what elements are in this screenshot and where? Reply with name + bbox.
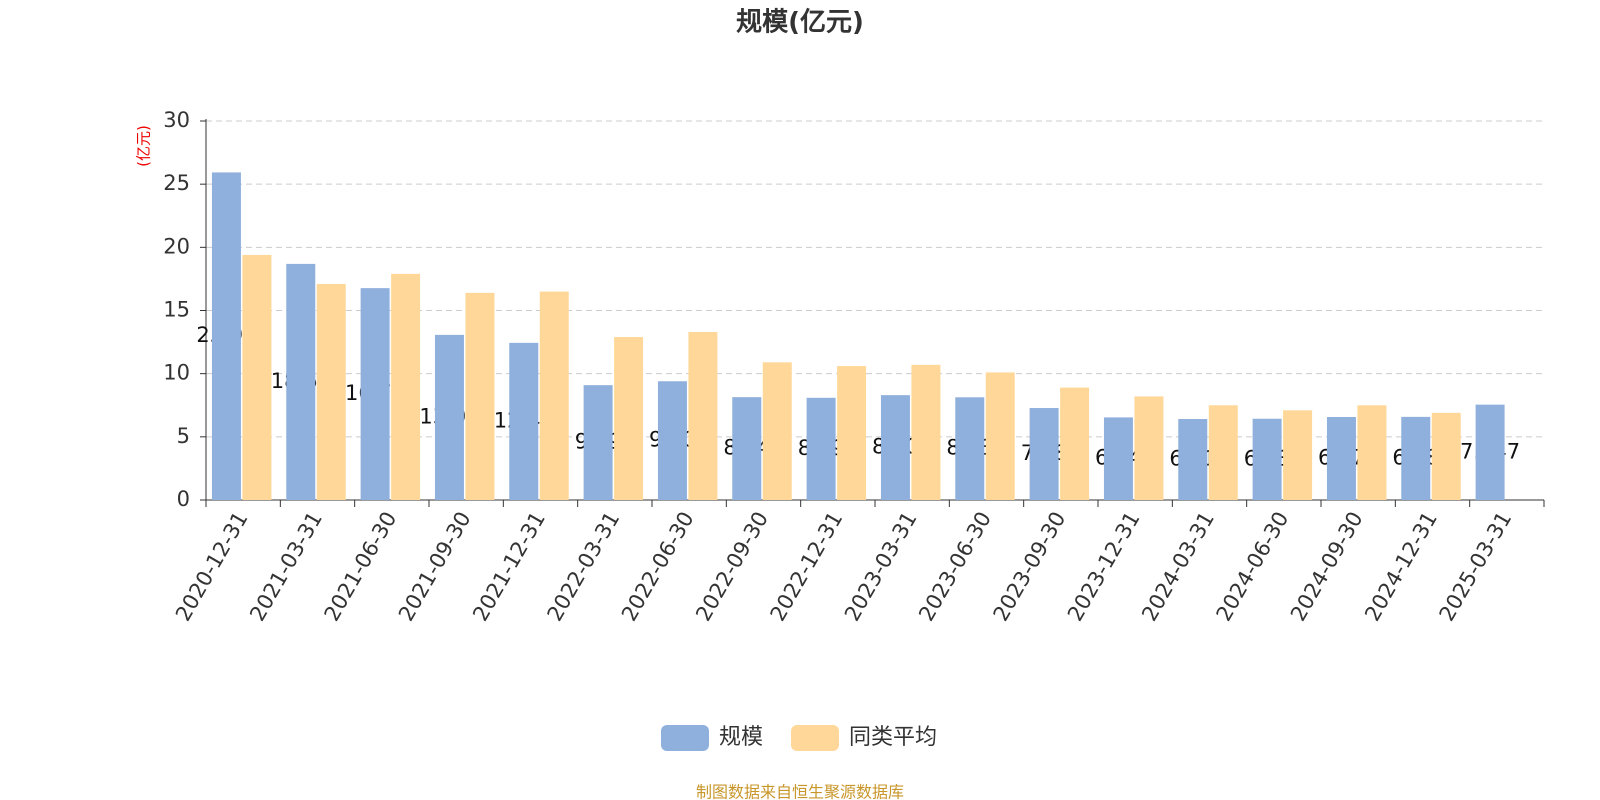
y-tick-label: 20 <box>163 234 190 258</box>
bar <box>316 283 346 500</box>
legend-label: 规模 <box>719 725 763 750</box>
x-tick-label: 2022-03-31 <box>543 508 625 626</box>
bar <box>1475 404 1505 500</box>
x-tick-label: 2021-03-31 <box>245 508 327 626</box>
bar <box>286 263 316 500</box>
bar <box>762 362 792 500</box>
x-tick-label: 2021-09-30 <box>394 508 476 626</box>
legend-label: 同类平均 <box>849 725 937 750</box>
bar <box>955 397 985 500</box>
bar <box>1357 405 1387 500</box>
bar <box>985 372 1015 500</box>
bar <box>1029 408 1059 500</box>
bar <box>1401 416 1431 500</box>
chart-title: 规模(亿元) <box>736 8 864 38</box>
bar <box>1060 387 1090 500</box>
bar <box>391 273 421 500</box>
bar <box>732 397 762 500</box>
bar <box>880 395 910 500</box>
bar <box>1326 416 1356 500</box>
y-tick-label: 5 <box>177 424 190 448</box>
x-tick-label: 2021-06-30 <box>320 508 402 626</box>
bar <box>465 292 495 500</box>
x-tick-label: 2024-12-31 <box>1360 508 1442 626</box>
x-tick-label: 2024-06-30 <box>1212 508 1294 626</box>
bar <box>911 364 941 500</box>
bar <box>539 291 569 500</box>
bar <box>509 342 539 500</box>
bar <box>614 337 644 500</box>
bar <box>657 381 687 500</box>
x-tick-label: 2023-03-31 <box>840 508 922 626</box>
bar <box>1283 410 1313 500</box>
x-tick-label: 2025-03-31 <box>1435 508 1517 626</box>
bar <box>1252 418 1282 500</box>
bar <box>242 254 272 500</box>
bar <box>360 288 390 500</box>
bar <box>1431 412 1461 500</box>
bar <box>583 385 613 500</box>
x-tick-label: 2022-12-31 <box>766 508 848 626</box>
x-tick-label: 2023-09-30 <box>989 508 1071 626</box>
bar <box>806 397 836 500</box>
x-tick-label: 2022-06-30 <box>617 508 699 626</box>
y-tick-label: 30 <box>163 108 190 132</box>
y-axis-label: (亿元) <box>135 125 153 167</box>
bar <box>1178 419 1208 500</box>
x-tick-label: 2022-09-30 <box>691 508 773 626</box>
x-tick-label: 2021-12-31 <box>468 508 550 626</box>
footer: 制图数据来自恒生聚源数据库 <box>696 783 904 800</box>
bar <box>211 172 241 500</box>
bar <box>1134 396 1164 500</box>
x-tick-label: 2023-12-31 <box>1063 508 1145 626</box>
y-tick-label: 25 <box>163 171 190 195</box>
x-tick-label: 2020-12-31 <box>171 508 253 626</box>
bar <box>688 331 718 500</box>
x-tick-label: 2024-09-30 <box>1286 508 1368 626</box>
bar <box>1103 417 1133 500</box>
legend-swatch <box>661 725 709 751</box>
bar <box>434 334 464 500</box>
y-tick-label: 15 <box>163 298 190 322</box>
legend-swatch <box>791 725 839 751</box>
x-tick-label: 2024-03-31 <box>1137 508 1219 626</box>
y-tick-label: 0 <box>177 487 190 511</box>
bar <box>1208 405 1238 500</box>
y-tick-label: 10 <box>163 361 190 385</box>
bar <box>837 366 867 500</box>
x-tick-label: 2023-06-30 <box>914 508 996 626</box>
